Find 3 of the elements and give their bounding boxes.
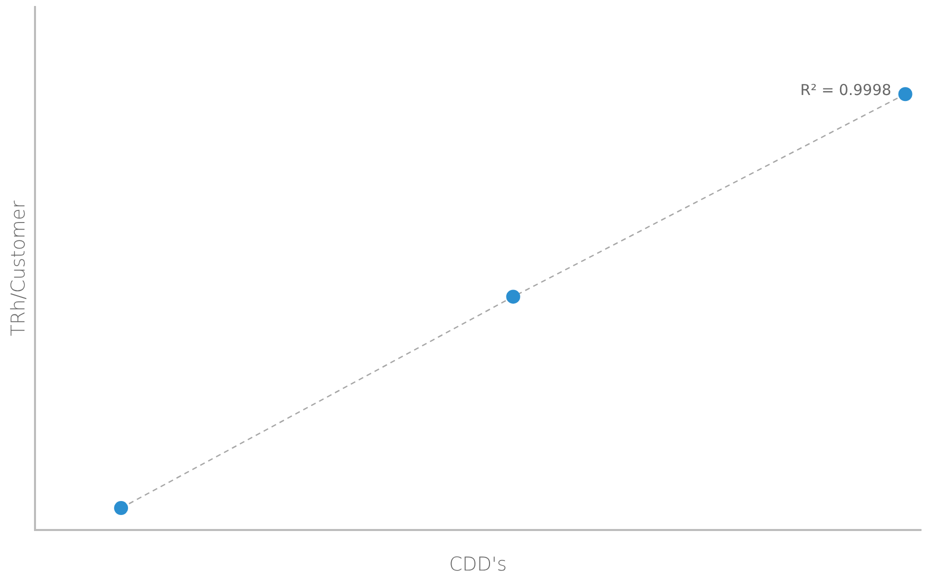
annotation: R² = 0.9998 — [800, 81, 892, 100]
x-axis-title: CDD's — [449, 554, 507, 576]
y-axis-title: TRh/Customer — [7, 200, 30, 336]
